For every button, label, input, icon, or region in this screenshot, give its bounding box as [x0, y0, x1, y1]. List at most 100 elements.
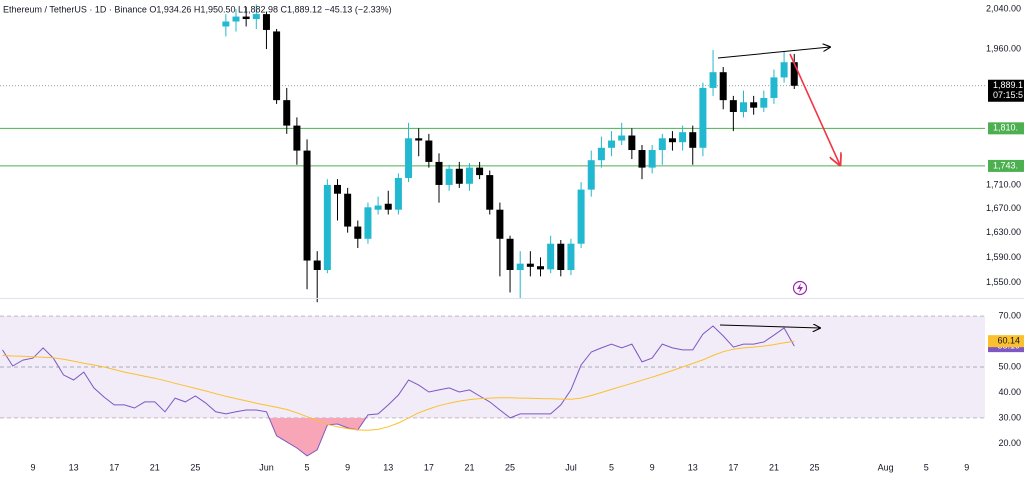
- header: Ethereum / TetherUS · 1D · Binance O1,93…: [3, 4, 392, 14]
- candle-body: [465, 167, 473, 184]
- candle-body: [526, 263, 534, 267]
- last-value-bg: [988, 335, 1024, 348]
- candle-body: [384, 203, 392, 210]
- last-price-label: 1,889.1: [993, 80, 1023, 90]
- candle-body: [445, 168, 453, 185]
- candle-body: [323, 184, 331, 270]
- candle-body: [344, 193, 352, 227]
- candle-body: [537, 266, 544, 270]
- y-tick-label: 1,670.00: [986, 203, 1021, 213]
- candle-body: [364, 207, 372, 239]
- y-tick-label: 1,710.00: [986, 179, 1021, 189]
- candle-body: [262, 14, 270, 30]
- x-tick-label: 25: [810, 462, 820, 472]
- candle-body: [679, 132, 687, 143]
- candle-body: [273, 31, 281, 101]
- candle-body: [506, 238, 514, 270]
- y-tick-label: 70.00: [998, 310, 1021, 320]
- candle-body: [455, 168, 463, 184]
- candle-body: [699, 87, 707, 148]
- y-tick-label: 30.00: [998, 412, 1021, 422]
- x-tick-label: 5: [305, 462, 310, 472]
- x-tick-label: 21: [464, 462, 474, 472]
- level-label: 1,810.: [993, 123, 1018, 133]
- y-tick-label: 50.00: [998, 361, 1021, 371]
- candle-body: [374, 205, 382, 210]
- y-tick-label: 1,960.00: [986, 43, 1021, 53]
- y-tick-label: 1,550.00: [986, 277, 1021, 287]
- x-tick-label: 17: [109, 462, 119, 472]
- y-tick-label: 20.00: [998, 438, 1021, 448]
- x-tick-label: 13: [688, 462, 698, 472]
- candle-body: [628, 135, 636, 151]
- x-tick-label: 13: [383, 462, 393, 472]
- countdown-label: 07:15:5: [993, 90, 1023, 100]
- candle-body: [252, 14, 260, 20]
- level-label: 1,743.: [993, 160, 1018, 170]
- candle-body: [618, 135, 626, 141]
- candle-body: [770, 77, 778, 99]
- event-icon[interactable]: [792, 280, 808, 296]
- x-tick-label: 9: [345, 462, 350, 472]
- event-icon-bolt: [797, 283, 803, 293]
- trend-line: [717, 47, 830, 59]
- x-tick-label: Jul: [565, 462, 577, 472]
- candle-body: [547, 243, 555, 270]
- x-tick-label: 25: [505, 462, 515, 472]
- candle-body: [780, 62, 788, 78]
- candle-body: [293, 125, 301, 151]
- candle-body: [394, 177, 402, 210]
- x-tick-label: 9: [964, 462, 969, 472]
- candle-body: [557, 243, 565, 270]
- candle-body: [496, 209, 504, 239]
- x-tick-label: Aug: [878, 462, 894, 472]
- y-tick-label: 1,630.00: [986, 227, 1021, 237]
- candle-body: [242, 16, 250, 20]
- x-tick-label: 5: [609, 462, 614, 472]
- candle-body: [567, 243, 575, 270]
- candle-body: [476, 167, 484, 176]
- x-tick-label: 9: [30, 462, 35, 472]
- candle-body: [516, 263, 524, 270]
- candle-body: [354, 226, 362, 239]
- axis-bg: [985, 300, 1024, 462]
- candle-body: [587, 160, 595, 190]
- candle-body: [415, 138, 423, 141]
- x-tick-label: 21: [769, 462, 779, 472]
- rsi-line: [2, 325, 795, 457]
- candle-body: [303, 150, 311, 261]
- y-tick-label: 40.00: [998, 387, 1021, 397]
- candle-body: [313, 260, 321, 270]
- candle-body: [760, 98, 768, 108]
- level-label-bg: [988, 159, 1024, 172]
- x-tick-label: 17: [728, 462, 738, 472]
- level-label-bg: [988, 122, 1024, 135]
- candle-body: [668, 138, 676, 143]
- x-tick-label: 13: [69, 462, 79, 472]
- y-tick-label: 2,040.00: [986, 4, 1021, 14]
- rsi-line: [2, 340, 795, 431]
- candle-body: [486, 175, 494, 210]
- x-tick-label: 17: [424, 462, 434, 472]
- x-tick-label: 9: [650, 462, 655, 472]
- candle-body: [577, 189, 585, 244]
- candle-body: [740, 102, 747, 112]
- last-value-label: 60.14: [997, 336, 1020, 346]
- candle-body: [425, 140, 433, 162]
- x-tick-label: Jun: [259, 462, 274, 472]
- candle-body: [648, 150, 656, 168]
- candle-body: [283, 100, 291, 126]
- candle-body: [222, 21, 230, 27]
- candle-body: [405, 138, 413, 178]
- candle-body: [709, 72, 717, 88]
- background-layer: [0, 85, 985, 419]
- x-tick-label: 25: [190, 462, 200, 472]
- candle-body: [638, 150, 646, 168]
- candle-body: [608, 140, 616, 148]
- annotations: [717, 47, 840, 328]
- y-tick-label: 1,590.00: [986, 252, 1021, 262]
- candle-body: [790, 62, 798, 86]
- candle-body: [658, 138, 666, 151]
- axis-bg: [985, 0, 1024, 298]
